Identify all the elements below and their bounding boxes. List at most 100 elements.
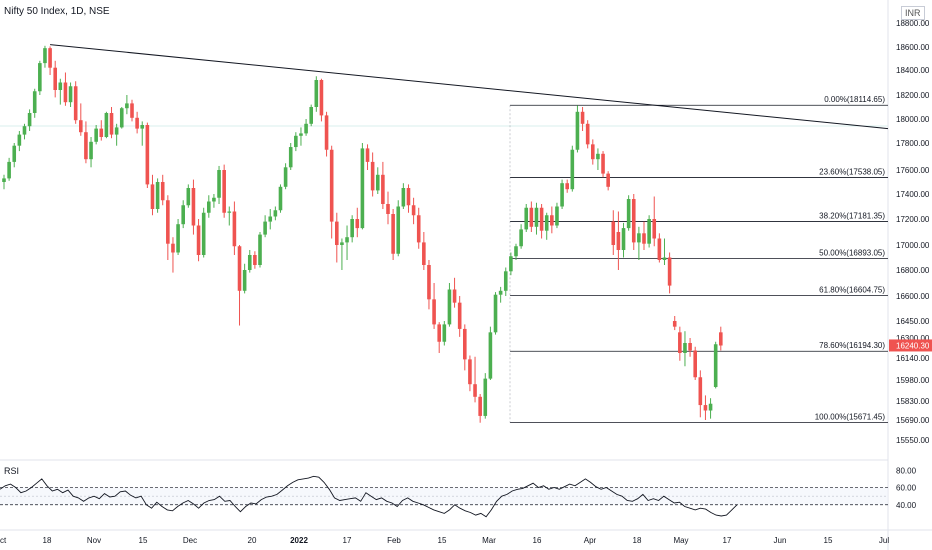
candle-body [191, 188, 196, 226]
time-tick-label: 18 [633, 536, 642, 545]
price-axis[interactable]: 18800.00 18600.00 18400.00 18200.00 18000.00… [889, 19, 932, 445]
candle-body [406, 188, 411, 206]
candle-body [125, 103, 129, 109]
candle-body [637, 233, 641, 243]
time-tick-label: ct [0, 536, 7, 545]
candle-body [509, 256, 513, 272]
candle-body [411, 205, 416, 216]
time-tick-label: 15 [438, 536, 447, 545]
last-price-label: 16240.30 [896, 341, 930, 350]
candle-body [432, 299, 436, 325]
fib-level-label: 38.20%(17181.35) [819, 211, 885, 220]
candle-body [396, 206, 401, 254]
candle-body [550, 215, 554, 226]
candle-body [176, 224, 180, 253]
candle-body [519, 229, 523, 247]
time-tick-label: May [673, 536, 688, 545]
candle-body [457, 302, 462, 329]
candle-body [616, 232, 621, 250]
candle-body [672, 321, 677, 327]
candle-body [273, 210, 278, 217]
candlestick-series [2, 45, 723, 423]
time-axis[interactable]: ct 18 Nov 15 Dec 20 2022 17 Feb 15 Mar 16 Apr 18 May 17… [0, 536, 889, 545]
candle-body [84, 132, 88, 160]
candle-body [560, 183, 564, 207]
candle-body [544, 215, 549, 231]
candle-body [596, 153, 600, 160]
time-tick-label: Feb [387, 536, 401, 545]
candle-body [708, 403, 713, 411]
candle-body [27, 113, 32, 127]
candle-body [478, 396, 482, 416]
candle-body [631, 199, 636, 243]
candle-body [483, 378, 488, 416]
candle-body [488, 332, 493, 379]
rsi-tick-label: 40.00 [896, 501, 917, 510]
candle-body [370, 161, 375, 191]
candle-body [114, 127, 119, 135]
price-tick-label: 16300.00 [896, 334, 930, 343]
candle-body [657, 238, 662, 260]
time-tick-label: 15 [824, 536, 833, 545]
candle-body [7, 161, 11, 179]
time-tick-label: Mar [482, 536, 496, 545]
candle-body [222, 170, 226, 213]
price-tick-label: 16800.00 [896, 266, 930, 275]
candle-body [329, 149, 334, 222]
candle-body [299, 133, 303, 136]
candle-body [43, 48, 47, 64]
candle-body [201, 212, 206, 255]
candle-body [22, 126, 27, 135]
price-tick-label: 18200.00 [896, 91, 930, 100]
currency-badge[interactable]: INR [901, 6, 925, 20]
candle-body [247, 255, 252, 270]
candle-body [94, 128, 98, 142]
candle-body [345, 237, 349, 243]
candle-body [53, 67, 57, 90]
candle-body [135, 117, 139, 129]
candle-body [181, 205, 185, 225]
fib-level-label: 100.00%(15671.45) [815, 413, 886, 422]
candle-body [227, 211, 232, 213]
price-tick-label: 17000.00 [896, 241, 930, 250]
candle-body [570, 149, 575, 190]
candle-body [585, 123, 590, 145]
time-tick-label: 18 [43, 536, 52, 545]
candle-body [253, 255, 257, 265]
candle-body [166, 200, 170, 244]
candle-body [278, 186, 283, 211]
time-tick-label: Dec [183, 536, 197, 545]
candle-body [2, 178, 6, 182]
candle-body [621, 228, 626, 250]
candle-body [422, 242, 426, 265]
candle-body [309, 107, 313, 124]
candle-body [575, 111, 580, 150]
rsi-indicator-label[interactable]: RSI [4, 466, 20, 476]
rsi-tick-label: 80.00 [896, 466, 917, 475]
time-tick-label: 20 [248, 536, 257, 545]
fibonacci-retracement[interactable]: 0.00%(18114.65) 23.60%(17538.05) 38.20%(17… [509, 95, 888, 424]
candle-body [529, 207, 534, 227]
candle-body [350, 219, 354, 238]
candle-body [232, 211, 237, 247]
price-tick-label: 18000.00 [896, 115, 930, 124]
time-tick-label: Apr [584, 536, 597, 545]
candle-body [73, 86, 78, 121]
candle-body [145, 125, 150, 185]
price-tick-label: 16600.00 [896, 292, 930, 301]
candle-body [468, 359, 472, 385]
fib-level-label: 50.00%(16893.05) [819, 248, 885, 257]
price-tick-label: 16140.00 [896, 354, 930, 363]
candle-body [288, 147, 293, 168]
fib-level-label: 23.60%(17538.05) [819, 167, 885, 176]
candle-body [319, 80, 324, 116]
fib-level-label: 78.60%(16194.30) [819, 341, 885, 350]
candle-body [539, 207, 544, 231]
rsi-tick-label: 60.00 [896, 484, 917, 493]
candle-body [493, 294, 498, 333]
candle-body [340, 242, 344, 245]
price-tick-label: 18400.00 [896, 66, 930, 75]
trendline[interactable] [50, 44, 889, 130]
candle-body [150, 184, 155, 209]
